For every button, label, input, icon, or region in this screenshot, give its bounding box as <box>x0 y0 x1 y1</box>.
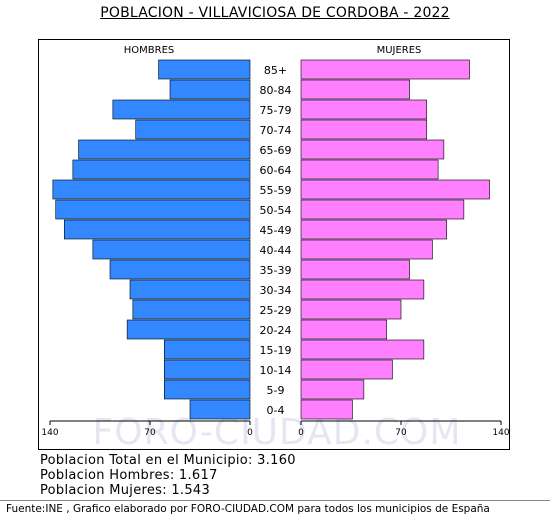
bar-men-9 <box>92 239 251 260</box>
age-label-7: 50-54 <box>260 204 292 217</box>
age-label-5: 60-64 <box>260 164 292 177</box>
age-label-9: 40-44 <box>260 244 292 257</box>
age-label-10: 35-39 <box>260 264 292 277</box>
bar-women-0 <box>300 59 470 80</box>
bar-men-4 <box>78 139 251 160</box>
bar-women-12 <box>300 299 402 320</box>
bar-women-3 <box>300 119 428 140</box>
bar-men-10 <box>109 259 251 280</box>
bar-women-6 <box>300 179 490 200</box>
chart-title: POBLACION - VILLAVICIOSA DE CORDOBA - 20… <box>100 5 450 21</box>
age-label-17: 0-4 <box>267 404 285 417</box>
age-label-2: 75-79 <box>260 104 292 117</box>
bar-men-13 <box>126 319 251 340</box>
bar-women-10 <box>300 259 410 280</box>
legend-women: MUJERES <box>377 45 422 56</box>
age-label-8: 45-49 <box>260 224 292 237</box>
bar-women-4 <box>300 139 445 160</box>
bar-men-5 <box>72 159 251 180</box>
bar-women-11 <box>300 279 425 300</box>
bar-men-7 <box>55 199 251 220</box>
bar-men-17 <box>189 399 251 420</box>
tick-label-men-2: 0 <box>247 428 253 438</box>
women-population: Poblacion Mujeres: 1.543 <box>40 483 211 498</box>
bar-women-14 <box>300 339 425 360</box>
age-label-6: 55-59 <box>260 184 292 197</box>
total-population: Poblacion Total en el Municipio: 3.160 <box>40 453 296 468</box>
age-label-11: 30-34 <box>260 284 292 297</box>
bar-men-3 <box>135 119 251 140</box>
age-label-1: 80-84 <box>260 84 292 97</box>
legend-men: HOMBRES <box>124 45 175 56</box>
tick-label-women-1: 70 <box>395 428 407 438</box>
bar-women-17 <box>300 399 353 420</box>
age-label-16: 5-9 <box>267 384 285 397</box>
bar-women-13 <box>300 319 388 340</box>
tick-label-men-0: 140 <box>41 428 58 438</box>
bar-women-15 <box>300 359 393 380</box>
tick-label-women-2: 140 <box>492 428 509 438</box>
tick-label-women-0: 0 <box>298 428 304 438</box>
bar-men-15 <box>163 359 251 380</box>
bar-men-1 <box>169 79 251 100</box>
age-label-15: 10-14 <box>260 364 292 377</box>
bar-women-5 <box>300 159 439 180</box>
bar-men-2 <box>112 99 251 120</box>
bar-women-8 <box>300 219 448 240</box>
age-label-3: 70-74 <box>260 124 292 137</box>
bar-women-16 <box>300 379 365 400</box>
age-label-4: 65-69 <box>260 144 292 157</box>
bar-men-0 <box>158 59 251 80</box>
age-label-14: 15-19 <box>260 344 292 357</box>
bar-men-8 <box>63 219 251 240</box>
bar-women-9 <box>300 239 433 260</box>
bar-women-1 <box>300 79 410 100</box>
bar-women-7 <box>300 199 465 220</box>
tick-label-men-1: 70 <box>144 428 156 438</box>
bar-men-6 <box>52 179 251 200</box>
bar-men-14 <box>163 339 251 360</box>
footer-separator <box>0 500 550 501</box>
population-pyramid: FORO-CIUDAD.COM HOMBRES MUJERES 85+ 80-84 75-… <box>41 45 509 449</box>
bar-men-16 <box>163 379 251 400</box>
chart-frame: FORO-CIUDAD.COM HOMBRES MUJERES 85+ 80-84 75-… <box>38 39 510 450</box>
men-population: Poblacion Hombres: 1.617 <box>40 468 218 483</box>
watermark: FORO-CIUDAD.COM <box>93 412 462 449</box>
bar-men-11 <box>129 279 251 300</box>
bar-men-12 <box>132 299 251 320</box>
age-label-0: 85+ <box>264 64 287 77</box>
source-footer: Fuente:INE , Grafico elaborado por FORO-… <box>6 503 490 515</box>
age-label-12: 25-29 <box>260 304 292 317</box>
age-label-13: 20-24 <box>260 324 292 337</box>
bar-women-2 <box>300 99 428 120</box>
